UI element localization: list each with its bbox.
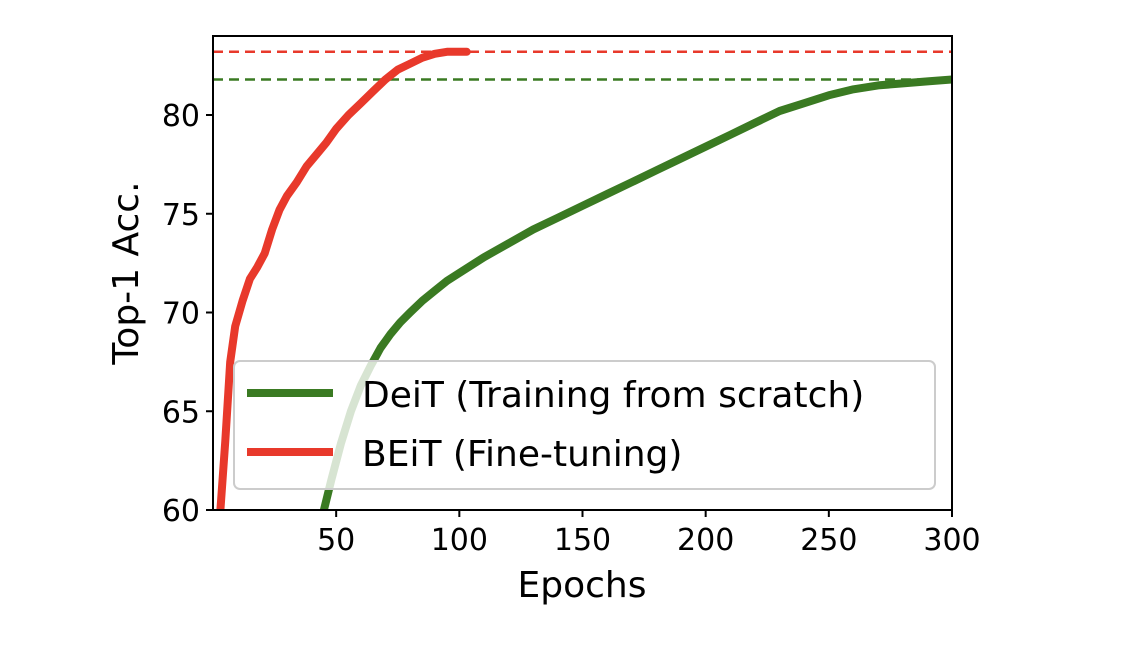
x-tick-label-150: 150 [554,523,611,558]
legend-label-beit: BEiT (Fine-tuning) [362,434,682,475]
x-tick-label-100: 100 [431,523,488,558]
y-tick-label-60: 60 [162,494,200,529]
legend: DeiT (Training from scratch) BEiT (Fine-… [233,360,936,490]
x-tick-label-300: 300 [923,523,980,558]
x-tick-label-50: 50 [317,523,355,558]
x-tick-label-250: 250 [800,523,857,558]
y-tick-label-70: 70 [162,297,200,332]
y-tick-label-80: 80 [162,99,200,134]
x-axis-label: Epochs [518,565,647,606]
series-line-beit [216,47,471,510]
y-axis-label: Top-1 Acc. [106,181,147,365]
legend-box [233,360,936,490]
y-tick-label-75: 75 [162,198,200,233]
y-tick-label-65: 65 [162,395,200,430]
series-line-deit [319,75,952,510]
legend-label-deit: DeiT (Training from scratch) [362,375,864,416]
x-tick-label-200: 200 [677,523,734,558]
